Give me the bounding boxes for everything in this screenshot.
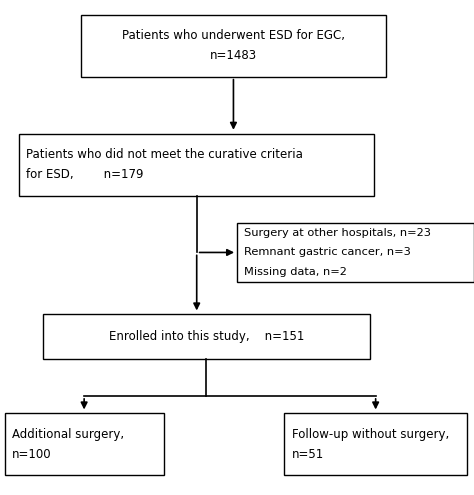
Text: Patients who underwent ESD for EGC,: Patients who underwent ESD for EGC, bbox=[122, 29, 345, 43]
Text: n=51: n=51 bbox=[292, 447, 324, 461]
Text: Surgery at other hospitals, n=23: Surgery at other hospitals, n=23 bbox=[244, 228, 431, 238]
Text: Follow-up without surgery,: Follow-up without surgery, bbox=[292, 428, 449, 441]
Text: n=100: n=100 bbox=[12, 447, 52, 461]
FancyBboxPatch shape bbox=[43, 314, 370, 359]
Text: n=1483: n=1483 bbox=[210, 49, 257, 62]
FancyBboxPatch shape bbox=[237, 223, 474, 282]
FancyBboxPatch shape bbox=[284, 413, 467, 475]
Text: for ESD,        n=179: for ESD, n=179 bbox=[26, 168, 144, 181]
FancyBboxPatch shape bbox=[19, 134, 374, 196]
Text: Patients who did not meet the curative criteria: Patients who did not meet the curative c… bbox=[26, 148, 303, 161]
FancyBboxPatch shape bbox=[5, 413, 164, 475]
Text: Missing data, n=2: Missing data, n=2 bbox=[244, 267, 347, 277]
FancyBboxPatch shape bbox=[81, 15, 386, 77]
Text: Remnant gastric cancer, n=3: Remnant gastric cancer, n=3 bbox=[244, 248, 411, 257]
Text: Enrolled into this study,    n=151: Enrolled into this study, n=151 bbox=[109, 330, 304, 343]
Text: Additional surgery,: Additional surgery, bbox=[12, 428, 124, 441]
